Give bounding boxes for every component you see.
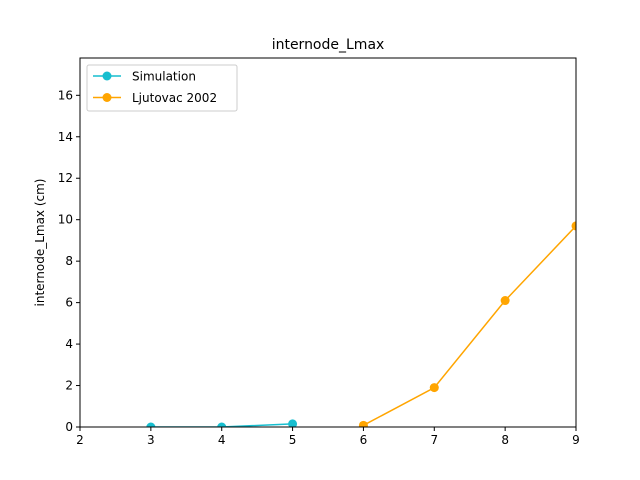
x-tick-label: 9 [572, 433, 580, 447]
data-point-ljutovac-2002 [358, 420, 368, 427]
data-point-ljutovac-2002 [500, 296, 510, 306]
y-axis: 0 2 4 6 8 10 12 14 16 [58, 88, 80, 434]
x-tick-label: 8 [501, 433, 509, 447]
y-tick-label: 16 [58, 88, 73, 102]
data-point-ljutovac-2002 [429, 383, 439, 393]
series-line-simulation [150, 423, 293, 427]
y-tick-label: 12 [58, 171, 73, 185]
x-tick-label: 3 [147, 433, 155, 447]
x-tick-label: 7 [430, 433, 438, 447]
y-tick-label: 2 [65, 379, 73, 393]
plot-frame [79, 57, 577, 428]
x-axis: 2 3 4 5 6 7 8 9 [76, 427, 580, 447]
series-line-ljutovac-2002 [363, 225, 576, 427]
chart-title: internode_Lmax [272, 37, 385, 53]
y-tick-label: 14 [58, 130, 73, 144]
data-point-ljutovac-2002 [571, 221, 576, 231]
x-tick-label: 5 [289, 433, 297, 447]
x-tick-label: 6 [360, 433, 368, 447]
y-tick-label: 6 [65, 296, 73, 310]
y-tick-label: 4 [65, 337, 73, 351]
legend: Simulation Ljutovac 2002 [86, 64, 238, 112]
data-point-simulation [288, 419, 298, 427]
x-tick-label: 4 [218, 433, 226, 447]
legend-label-simulation: Simulation [132, 70, 196, 84]
x-tick-label: 2 [76, 433, 84, 447]
data-point-simulation [146, 422, 156, 427]
legend-label-ljutovac-2002: Ljutovac 2002 [132, 91, 217, 105]
y-tick-label: 0 [65, 420, 73, 434]
y-axis-label: internode_Lmax (cm) [33, 179, 47, 307]
data-point-simulation [217, 422, 227, 427]
legend-marker-ljutovac-2002 [102, 93, 112, 102]
y-tick-label: 8 [65, 254, 73, 268]
legend-marker-simulation [102, 71, 112, 81]
legend-box [86, 64, 238, 112]
series-layer [146, 221, 576, 427]
y-tick-label: 10 [58, 213, 73, 227]
